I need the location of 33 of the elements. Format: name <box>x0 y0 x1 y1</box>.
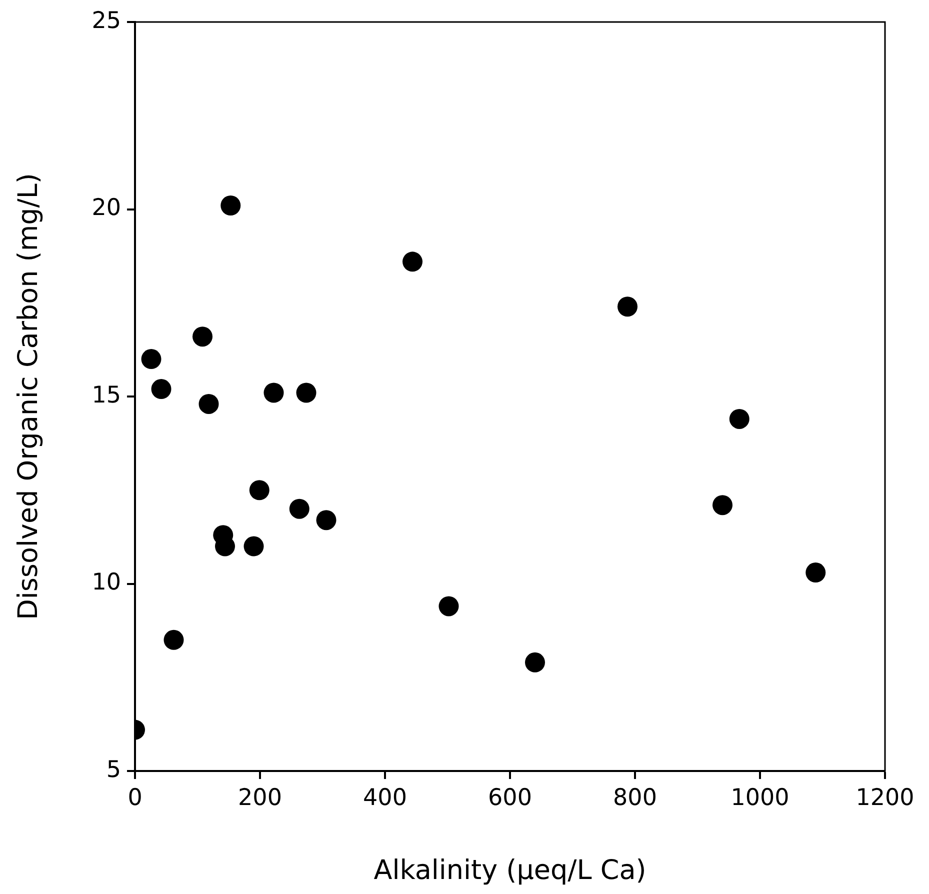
point <box>438 596 459 616</box>
point <box>220 196 241 216</box>
point <box>249 480 270 500</box>
point <box>198 394 219 414</box>
y-axis-title: Dissolved Organic Carbon (mg/L) <box>13 173 44 620</box>
x-tick-label: 200 <box>238 784 282 811</box>
point <box>525 652 545 672</box>
x-axis-title: Alkalinity (μeq/L Ca) <box>374 854 646 886</box>
y-tick-label: 5 <box>106 756 121 783</box>
point <box>141 349 162 370</box>
point <box>618 296 638 317</box>
point <box>244 536 264 556</box>
point <box>264 382 284 403</box>
x-tick-label: 400 <box>363 784 407 811</box>
x-tick-label: 800 <box>613 784 657 811</box>
y-tick-label: 20 <box>92 195 121 222</box>
point <box>712 495 732 516</box>
point <box>192 326 212 347</box>
y-tick-label: 25 <box>92 8 121 34</box>
x-tick-label: 0 <box>128 784 142 811</box>
y-tick-label: 10 <box>92 570 121 596</box>
point <box>289 498 310 519</box>
point <box>806 562 826 583</box>
x-tick-label: 1000 <box>730 784 790 811</box>
point <box>402 252 422 272</box>
point <box>151 379 172 400</box>
y-tick-label: 15 <box>92 382 121 408</box>
x-tick-label: 600 <box>488 784 532 811</box>
point <box>296 382 316 403</box>
x-tick-label: 1200 <box>856 784 914 811</box>
point <box>729 408 750 429</box>
point <box>316 510 336 530</box>
point <box>164 630 184 650</box>
